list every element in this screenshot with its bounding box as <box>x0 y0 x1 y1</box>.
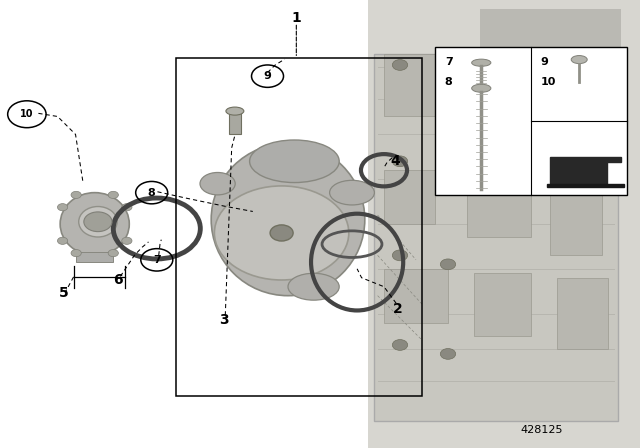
Circle shape <box>440 349 456 359</box>
Circle shape <box>270 225 293 241</box>
Ellipse shape <box>288 273 339 300</box>
Bar <box>229 113 241 134</box>
Circle shape <box>440 259 456 270</box>
Bar <box>550 188 602 255</box>
Ellipse shape <box>571 56 588 64</box>
Bar <box>76 252 113 262</box>
Bar <box>384 269 448 323</box>
Ellipse shape <box>250 140 339 182</box>
FancyBboxPatch shape <box>480 9 621 125</box>
Circle shape <box>440 165 456 176</box>
Bar <box>368 0 640 448</box>
Circle shape <box>71 191 81 198</box>
Circle shape <box>108 250 118 257</box>
Ellipse shape <box>79 207 117 237</box>
Circle shape <box>122 203 132 211</box>
Text: 8: 8 <box>148 188 156 198</box>
Ellipse shape <box>211 143 365 296</box>
Circle shape <box>214 186 349 280</box>
Text: 4: 4 <box>390 154 400 168</box>
Circle shape <box>440 71 456 82</box>
Ellipse shape <box>200 172 236 195</box>
FancyBboxPatch shape <box>374 54 618 421</box>
Bar <box>384 54 448 116</box>
Circle shape <box>58 237 68 245</box>
Circle shape <box>392 250 408 261</box>
Bar <box>538 54 595 143</box>
Bar <box>557 278 608 349</box>
Circle shape <box>84 212 112 232</box>
Text: 2: 2 <box>393 302 403 316</box>
Ellipse shape <box>226 107 244 115</box>
Circle shape <box>122 237 132 245</box>
Circle shape <box>58 203 68 211</box>
Text: 10: 10 <box>541 77 556 87</box>
Text: 9: 9 <box>264 71 271 81</box>
Bar <box>384 170 435 224</box>
Ellipse shape <box>472 59 491 66</box>
Text: 1: 1 <box>291 11 301 25</box>
Circle shape <box>392 156 408 167</box>
Circle shape <box>392 60 408 70</box>
Text: 428125: 428125 <box>521 425 563 435</box>
Ellipse shape <box>63 202 95 246</box>
Polygon shape <box>550 157 621 184</box>
Text: 9: 9 <box>541 57 548 67</box>
Polygon shape <box>547 184 624 187</box>
Circle shape <box>71 250 81 257</box>
Text: 6: 6 <box>113 273 123 287</box>
Bar <box>474 273 531 336</box>
Bar <box>467 175 531 237</box>
Text: 10: 10 <box>20 109 34 119</box>
Bar <box>176 58 422 396</box>
Ellipse shape <box>60 193 129 255</box>
Ellipse shape <box>472 84 491 92</box>
Circle shape <box>392 340 408 350</box>
Text: 3: 3 <box>219 313 229 327</box>
Text: 8: 8 <box>445 77 452 87</box>
Text: 7: 7 <box>445 57 452 67</box>
Circle shape <box>479 84 494 95</box>
Text: 5: 5 <box>59 286 69 301</box>
Ellipse shape <box>330 180 374 205</box>
Circle shape <box>108 191 118 198</box>
Bar <box>435 47 627 195</box>
Bar <box>461 54 512 125</box>
Text: 7: 7 <box>153 255 161 265</box>
